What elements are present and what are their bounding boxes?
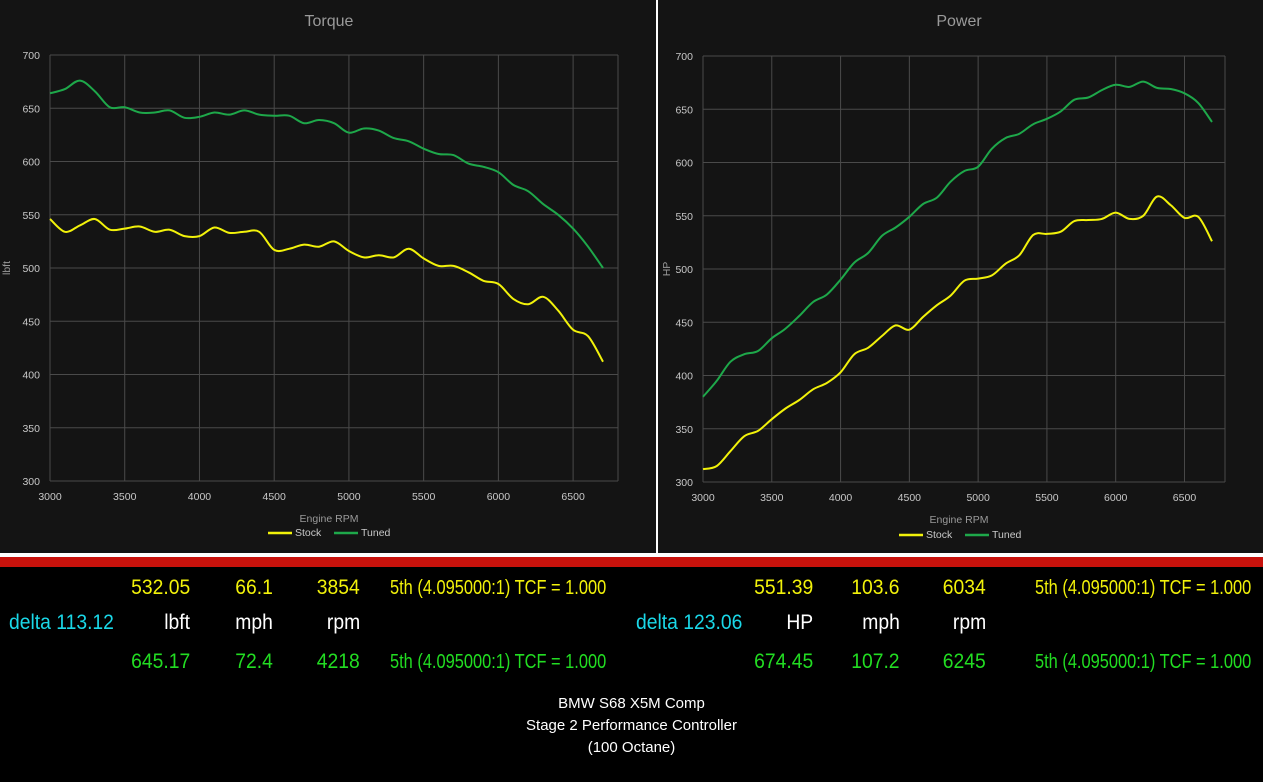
- power-stock-mph: 103.6: [851, 576, 900, 599]
- power-stock-value: 551.39: [753, 576, 813, 599]
- power-y-axis-label: HP: [661, 262, 673, 277]
- torque-y-tick-label: 550: [22, 210, 40, 222]
- power-delta: delta 123.06: [636, 611, 743, 634]
- power-unit-label: HP: [786, 611, 813, 634]
- power-legend-stock-label: Stock: [926, 529, 953, 541]
- torque-legend-tuned-label: Tuned: [361, 527, 391, 539]
- power-x-tick-label: 3000: [691, 492, 715, 504]
- torque-y-tick-label: 400: [22, 370, 40, 382]
- footer-line-fuel: (100 Octane): [587, 739, 676, 756]
- power-x-tick-label: 6500: [1173, 492, 1197, 504]
- power-x-tick-label: 4500: [898, 492, 922, 504]
- torque-delta: delta 113.12: [9, 611, 114, 634]
- torque-x-tick-label: 6500: [561, 491, 585, 503]
- power-rpm-label: rpm: [952, 611, 986, 634]
- torque-y-tick-label: 450: [22, 316, 40, 328]
- footer-caption: BMW S68 X5M Comp Stage 2 Performance Con…: [0, 693, 1263, 759]
- torque-x-axis-label: Engine RPM: [300, 513, 359, 525]
- torque-tuned-gear: 5th (4.095000:1) TCF = 1.000: [390, 651, 607, 673]
- torque-x-tick-label: 5500: [412, 491, 436, 503]
- torque-tuned-mph: 72.4: [235, 650, 273, 673]
- torque-x-tick-label: 6000: [487, 491, 511, 503]
- panel-divider: [656, 0, 658, 553]
- power-legend-tuned-label: Tuned: [992, 529, 1022, 541]
- red-separator-bar: [0, 557, 1263, 567]
- footer-line-vehicle: BMW S68 X5M Comp: [558, 695, 705, 712]
- torque-y-tick-label: 500: [22, 263, 40, 275]
- power-stock-rpm: 6034: [943, 576, 986, 599]
- torque-chart: Torque 300 350 400 450 500 550 600 650 700 3000 350…: [1, 13, 619, 539]
- torque-series-tuned-line: [49, 79, 604, 269]
- power-y-tick-label: 350: [675, 424, 693, 436]
- torque-stock-value: 532.05: [130, 576, 190, 599]
- torque-x-tick-label: 3500: [113, 491, 137, 503]
- power-x-tick-label: 3500: [760, 492, 784, 504]
- power-x-tick-label: 5500: [1035, 492, 1059, 504]
- power-x-tick-label: 4000: [829, 492, 853, 504]
- power-tuned-value: 674.45: [753, 650, 813, 673]
- power-x-tick-label: 5000: [966, 492, 990, 504]
- power-x-axis-label: Engine RPM: [930, 514, 989, 526]
- torque-x-tick-label: 4000: [188, 491, 212, 503]
- torque-stock-rpm: 3854: [317, 576, 360, 599]
- torque-chart-panel: Torque 300 350 400 450 500 550 600 650 700 3000 350…: [0, 0, 656, 553]
- torque-y-tick-label: 350: [22, 423, 40, 435]
- power-series-tuned-line: [702, 80, 1213, 398]
- power-chart-panel: Power 300 350 400 450 500 550 600 650 700 3000 3500…: [658, 0, 1263, 553]
- torque-rpm-label: rpm: [326, 611, 360, 634]
- power-x-tick-label: 6000: [1104, 492, 1128, 504]
- power-stock-gear: 5th (4.095000:1) TCF = 1.000: [1035, 577, 1252, 599]
- torque-mph-label: mph: [235, 611, 273, 634]
- torque-y-tick-label: 300: [22, 476, 40, 488]
- power-y-tick-label: 300: [675, 477, 693, 489]
- torque-y-axis-label: lbft: [1, 261, 13, 275]
- torque-x-tick-label: 3000: [38, 491, 62, 503]
- power-series-stock-line: [702, 195, 1213, 471]
- power-y-tick-label: 700: [675, 51, 693, 63]
- power-mph-label: mph: [862, 611, 900, 634]
- power-title: Power: [936, 13, 982, 30]
- power-y-tick-label: 500: [675, 264, 693, 276]
- torque-unit-label: lbft: [164, 611, 190, 634]
- torque-series-stock-line: [49, 217, 604, 363]
- torque-x-tick-label: 5000: [337, 491, 361, 503]
- torque-stock-gear: 5th (4.095000:1) TCF = 1.000: [390, 577, 607, 599]
- power-tuned-rpm: 6245: [943, 650, 986, 673]
- power-y-tick-label: 450: [675, 317, 693, 329]
- torque-y-tick-label: 600: [22, 157, 40, 169]
- torque-legend-stock-label: Stock: [295, 527, 322, 539]
- power-y-tick-label: 650: [675, 104, 693, 116]
- footer-line-product: Stage 2 Performance Controller: [526, 717, 737, 734]
- power-y-tick-label: 400: [675, 371, 693, 383]
- torque-tuned-value: 645.17: [130, 650, 190, 673]
- torque-tuned-rpm: 4218: [317, 650, 360, 673]
- torque-stock-mph: 66.1: [235, 576, 273, 599]
- torque-y-tick-label: 700: [22, 50, 40, 62]
- power-chart: Power 300 350 400 450 500 550 600 650 700 3000 3500…: [661, 13, 1226, 541]
- power-tuned-gear: 5th (4.095000:1) TCF = 1.000: [1035, 651, 1252, 673]
- power-y-tick-label: 600: [675, 158, 693, 170]
- power-y-tick-label: 550: [675, 211, 693, 223]
- torque-y-tick-label: 650: [22, 103, 40, 115]
- torque-title: Torque: [305, 13, 354, 30]
- torque-x-tick-label: 4500: [263, 491, 287, 503]
- separator-line: [0, 553, 1263, 557]
- power-tuned-mph: 107.2: [851, 650, 900, 673]
